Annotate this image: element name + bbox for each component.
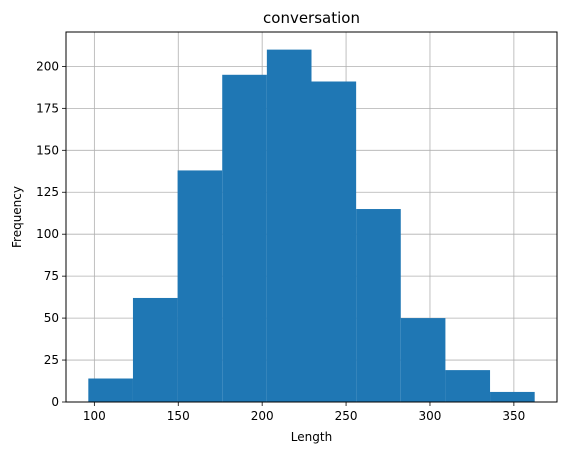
histogram-bar bbox=[356, 209, 401, 402]
plot-frame bbox=[65, 31, 558, 403]
x-tick-label: 250 bbox=[335, 409, 358, 423]
y-tick-label: 25 bbox=[44, 353, 59, 367]
x-tick-label: 200 bbox=[251, 409, 274, 423]
x-tick-label: 350 bbox=[502, 409, 525, 423]
histogram-bar bbox=[88, 378, 133, 402]
y-tick-label: 50 bbox=[44, 311, 59, 325]
histogram-bar bbox=[445, 370, 491, 402]
y-tick-label: 200 bbox=[36, 59, 59, 73]
y-tick-label: 175 bbox=[36, 101, 59, 115]
y-tick-label: 100 bbox=[36, 227, 59, 241]
x-axis-ticks: 100 150 200 250 300 350 bbox=[83, 402, 525, 423]
y-axis-ticks: 0 25 50 75 100 125 150 175 200 bbox=[36, 59, 66, 409]
histogram-bar bbox=[266, 49, 312, 402]
histogram-bar bbox=[311, 81, 357, 403]
y-tick-label: 75 bbox=[44, 269, 59, 283]
x-axis-label: Length bbox=[291, 430, 332, 444]
histogram-bar bbox=[400, 318, 446, 402]
y-axis-label: Frequency bbox=[10, 186, 24, 248]
x-tick-label: 150 bbox=[167, 409, 190, 423]
bars bbox=[88, 49, 535, 403]
x-tick-label: 100 bbox=[83, 409, 106, 423]
x-tick-label: 300 bbox=[419, 409, 442, 423]
chart-title: conversation bbox=[263, 9, 360, 27]
y-tick-label: 125 bbox=[36, 185, 59, 199]
histogram-bar bbox=[222, 74, 267, 402]
histogram-bar bbox=[177, 170, 223, 402]
y-tick-label: 150 bbox=[36, 143, 59, 157]
histogram-bar bbox=[132, 297, 178, 402]
y-tick-label: 0 bbox=[51, 395, 59, 409]
histogram-bar bbox=[490, 391, 535, 402]
